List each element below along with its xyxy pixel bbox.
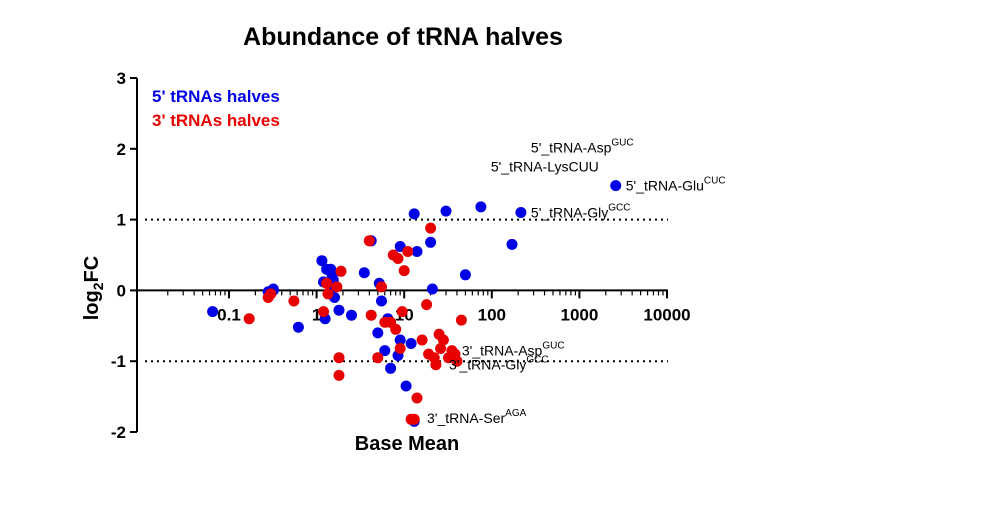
x-tick-label: 100 — [478, 305, 506, 324]
data-point — [318, 306, 329, 318]
data-point — [455, 314, 467, 326]
x-axis-ticks: 0.1110100100010000 — [167, 290, 691, 324]
y-tick-label: 1 — [117, 211, 126, 230]
data-point — [331, 281, 343, 293]
data-point — [365, 309, 377, 321]
legend-entry: 3' tRNAs halves — [152, 111, 280, 130]
y-axis-title-suffix: FC — [81, 256, 103, 283]
data-point — [416, 334, 428, 346]
data-point — [435, 343, 447, 354]
data-point — [265, 288, 277, 300]
y-tick-label: -2 — [111, 423, 126, 442]
data-point — [425, 236, 437, 248]
data-point — [400, 380, 412, 392]
point-annotation: 3'_tRNA-AspGUC — [462, 341, 565, 359]
x-tick-label: 1 — [312, 305, 321, 324]
point-annotation: 3'_tRNA-GlyGCC — [449, 355, 549, 373]
point-annotation: 3'_tRNA-SerAGA — [427, 408, 527, 426]
data-point — [394, 343, 406, 354]
data-point — [358, 267, 370, 279]
data-point — [451, 355, 463, 367]
data-point — [437, 334, 449, 346]
data-point — [333, 352, 345, 364]
point-annotation: 5'_tRNA-LysCUU — [491, 159, 599, 175]
data-point — [421, 299, 433, 311]
data-point — [394, 334, 406, 346]
point-annotation: 5'_tRNA-AspGUC — [531, 137, 634, 155]
data-point — [475, 201, 487, 213]
data-point — [316, 255, 328, 267]
data-point — [426, 283, 438, 295]
x-axis-title: Base Mean — [355, 433, 460, 455]
data-point — [376, 295, 387, 307]
data-point — [402, 246, 414, 257]
point-annotations: 5'_tRNA-AspGUC 5'_tRNA-LysCUU 5'_tRNA-GluC… — [427, 137, 726, 425]
data-point — [408, 208, 420, 220]
chart-title: Abundance of tRNA halves — [243, 23, 563, 51]
data-point — [376, 281, 387, 293]
data-point — [459, 269, 471, 281]
x-tick-label: 0.1 — [217, 305, 241, 324]
y-tick-label: 2 — [117, 140, 126, 159]
data-point — [333, 369, 345, 381]
data-point — [335, 265, 347, 277]
data-point — [515, 207, 527, 218]
y-axis-ticks: -2 -1 0 1 2 3 — [111, 69, 137, 442]
y-axis-title-subscript: 2 — [90, 282, 106, 290]
data-point — [372, 327, 384, 339]
data-point — [322, 288, 334, 300]
x-tick-label: 10000 — [643, 305, 690, 324]
data-point — [243, 313, 255, 325]
data-point — [506, 238, 518, 250]
y-tick-label: 3 — [117, 69, 126, 88]
data-point — [610, 180, 622, 192]
data-point — [379, 345, 391, 357]
svg-text:log2FC: log2FC — [81, 256, 106, 320]
data-point — [396, 306, 408, 318]
y-tick-label: -1 — [111, 352, 126, 371]
series-three-prime — [243, 222, 467, 425]
data-point — [430, 359, 442, 371]
data-point — [321, 277, 333, 289]
data-point — [372, 352, 384, 364]
data-point — [346, 309, 357, 321]
y-axis-title-base: log — [81, 290, 103, 320]
data-point — [385, 362, 397, 374]
data-point — [411, 246, 423, 257]
data-point — [363, 235, 375, 247]
y-axis-title: log2FC — [81, 256, 106, 320]
data-point — [405, 338, 417, 349]
data-point — [411, 392, 423, 404]
y-tick-label: 0 — [117, 281, 126, 300]
point-annotation: 5'_tRNA-GluCUC — [626, 176, 726, 194]
data-point — [440, 205, 452, 217]
data-point — [392, 253, 404, 264]
data-points — [207, 201, 527, 427]
axes — [136, 78, 668, 432]
point-annotation: 5'_tRNA-GlyGCC — [531, 203, 631, 221]
legend: 5' tRNAs halves 3' tRNAs halves — [152, 87, 280, 130]
data-point — [292, 321, 304, 333]
x-tick-label: 1000 — [560, 305, 598, 324]
legend-entry: 5' tRNAs halves — [152, 87, 280, 106]
data-point — [207, 306, 219, 318]
data-point — [333, 304, 345, 316]
data-point — [408, 413, 420, 425]
data-point — [288, 295, 300, 307]
data-point — [398, 265, 410, 277]
data-point — [390, 323, 402, 335]
data-point — [425, 222, 437, 234]
